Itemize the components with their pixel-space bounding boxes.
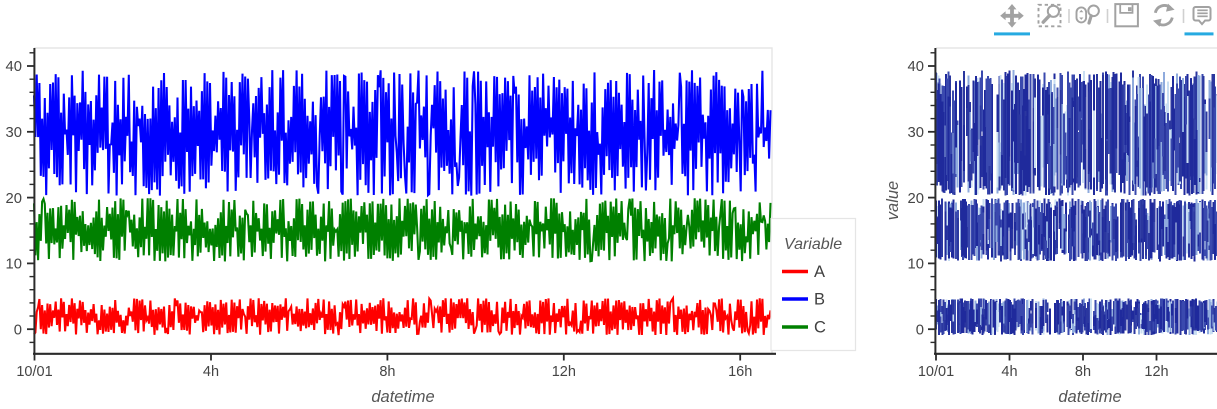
- svg-text:4h: 4h: [203, 364, 219, 380]
- svg-text:12h: 12h: [552, 364, 576, 380]
- svg-text:datetime: datetime: [1058, 388, 1121, 406]
- svg-text:A: A: [814, 263, 825, 281]
- svg-text:10/01: 10/01: [918, 364, 954, 380]
- svg-text:16h: 16h: [728, 364, 752, 380]
- svg-text:10: 10: [908, 257, 924, 273]
- svg-text:10/01: 10/01: [16, 364, 52, 380]
- svg-text:10: 10: [6, 257, 22, 273]
- svg-text:datetime: datetime: [371, 388, 434, 406]
- svg-text:C: C: [814, 319, 826, 337]
- svg-text:value: value: [884, 181, 902, 220]
- svg-text:20: 20: [6, 191, 22, 207]
- svg-text:12h: 12h: [1144, 364, 1168, 380]
- svg-text:B: B: [814, 291, 825, 309]
- svg-text:40: 40: [908, 59, 924, 75]
- svg-text:8h: 8h: [379, 364, 395, 380]
- svg-text:30: 30: [908, 125, 924, 141]
- svg-text:20: 20: [908, 191, 924, 207]
- svg-text:0: 0: [916, 322, 924, 338]
- svg-text:8h: 8h: [1075, 364, 1091, 380]
- svg-text:40: 40: [6, 59, 22, 75]
- svg-text:4h: 4h: [1001, 364, 1017, 380]
- svg-text:30: 30: [6, 125, 22, 141]
- svg-text:Variable: Variable: [784, 236, 842, 253]
- svg-text:0: 0: [14, 322, 22, 338]
